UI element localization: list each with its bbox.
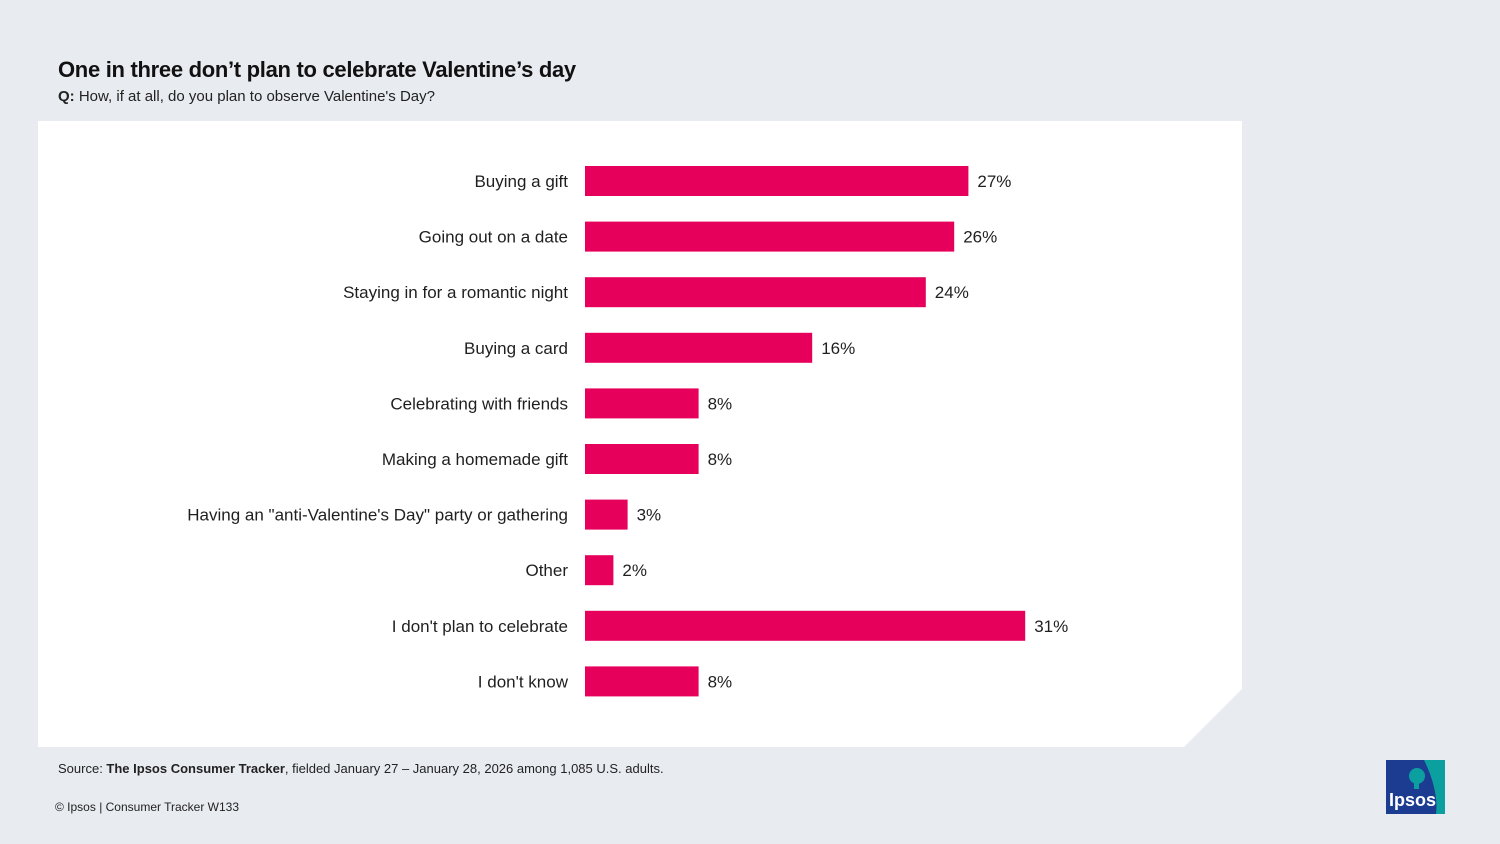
value-label: 26%: [963, 228, 997, 247]
category-label: Having an "anti-Valentine's Day" party o…: [187, 506, 568, 525]
bar: [585, 388, 699, 418]
source-text: , fielded January 27 – January 28, 2026 …: [284, 761, 664, 776]
category-label: I don't know: [478, 672, 569, 691]
bar: [585, 611, 1025, 641]
bar: [585, 500, 628, 530]
value-label: 8%: [708, 450, 733, 469]
value-label: 8%: [708, 672, 733, 691]
value-label: 8%: [708, 394, 733, 413]
copyright: © Ipsos | Consumer Tracker W133: [55, 800, 240, 814]
bar: [585, 277, 926, 307]
bar: [585, 666, 699, 696]
question-prefix: Q:: [58, 88, 75, 105]
category-label: Staying in for a romantic night: [343, 283, 568, 302]
value-label: 27%: [977, 172, 1011, 191]
source-name: The Ipsos Consumer Tracker: [106, 761, 285, 776]
category-label: Making a homemade gift: [382, 450, 568, 469]
category-label: Buying a card: [464, 339, 568, 358]
value-label: 3%: [637, 506, 662, 525]
source-prefix: Source:: [58, 761, 107, 776]
logo-text: Ipsos: [1389, 790, 1436, 810]
value-label: 16%: [821, 339, 855, 358]
bar: [585, 166, 968, 196]
ipsos-logo-mark: Ipsos: [1386, 760, 1445, 814]
value-label: 24%: [935, 283, 969, 302]
question: Q: How, if at all, do you plan to observ…: [58, 88, 435, 105]
question-text: How, if at all, do you plan to observe V…: [78, 88, 435, 105]
category-label: Celebrating with friends: [390, 394, 568, 413]
bar: [585, 333, 812, 363]
bar: [585, 555, 613, 585]
value-label: 2%: [622, 561, 647, 580]
chart-title: One in three don’t plan to celebrate Val…: [58, 57, 576, 82]
category-label: Going out on a date: [419, 228, 568, 247]
category-label: I don't plan to celebrate: [392, 617, 568, 636]
chart-card: Buying a gift 27% Going out on a date 26% St…: [38, 121, 1242, 747]
category-label: Other: [525, 561, 568, 580]
bar: [585, 444, 699, 474]
bar-chart: Buying a gift 27% Going out on a date 26% St…: [38, 121, 1242, 747]
category-label: Buying a gift: [474, 172, 568, 191]
ipsos-logo: Ipsos: [1386, 760, 1445, 814]
bar: [585, 222, 954, 252]
value-label: 31%: [1034, 617, 1068, 636]
source-note: Source: The Ipsos Consumer Tracker, fiel…: [58, 761, 664, 776]
